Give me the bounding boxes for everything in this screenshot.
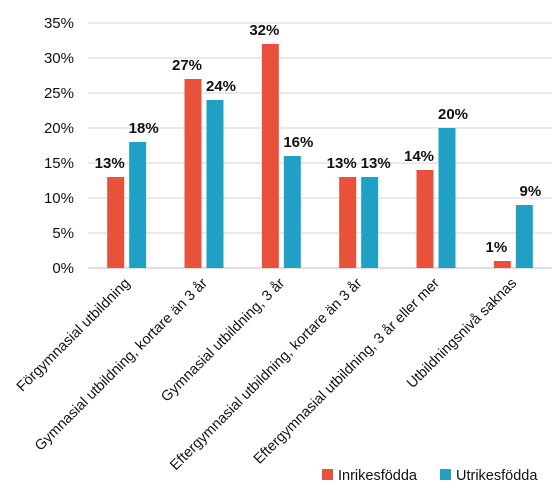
bar-utrikesfödda-1 [206,100,224,268]
legend: Inrikesfödda Utrikesfödda [322,468,538,484]
category-label: Gymnasial utbildning, 3 år [158,275,288,405]
bar-utrikesfödda-2 [283,156,301,268]
bar-inrikesfödda-1 [184,79,202,268]
legend-label: Inrikesfödda [338,468,418,484]
bar-utrikesfödda-4 [438,128,456,268]
y-tick-label: 10% [44,190,74,207]
y-axis: 0% 5% 10% 15% 20% 25% 30% 35% [44,15,74,277]
y-tick-label: 5% [52,225,74,242]
legend-swatch-utrikesfödda [440,469,451,480]
y-tick-label: 0% [52,260,74,277]
data-label: 14% [404,148,434,165]
data-label: 9% [519,183,541,200]
bars [107,44,533,268]
bar-utrikesfödda-0 [129,142,147,268]
data-label: 18% [129,120,159,137]
y-tick-label: 20% [44,120,74,137]
legend-label: Utrikesfödda [456,468,538,484]
data-label: 1% [485,239,507,256]
data-label: 27% [172,57,202,74]
bar-inrikesfödda-0 [107,177,125,268]
data-label: 32% [249,22,279,39]
y-tick-label: 15% [44,155,74,172]
data-labels: 13%18%27%24%32%16%13% 13% 14%20%1%9% [95,22,542,256]
data-label: 16% [283,134,313,151]
y-tick-label: 30% [44,50,74,67]
y-tick-label: 25% [44,85,74,102]
data-label: 13% [361,155,391,172]
gridlines [88,22,552,269]
bar-utrikesfödda-3 [361,177,379,268]
data-label: 13% [95,155,125,172]
bar-inrikesfödda-5 [493,261,511,268]
legend-swatch-inrikesfödda [322,469,333,480]
category-label: Gymnasial utbildning, kortare än 3 år [32,275,211,454]
bar-utrikesfödda-5 [515,205,533,268]
bar-inrikesfödda-3 [339,177,357,268]
data-label: 20% [438,106,468,123]
data-label: 13% [327,155,357,172]
y-tick-label: 35% [44,15,74,32]
bar-inrikesfödda-2 [261,44,279,268]
data-label: 24% [206,78,236,95]
bar-inrikesfödda-4 [416,170,434,268]
